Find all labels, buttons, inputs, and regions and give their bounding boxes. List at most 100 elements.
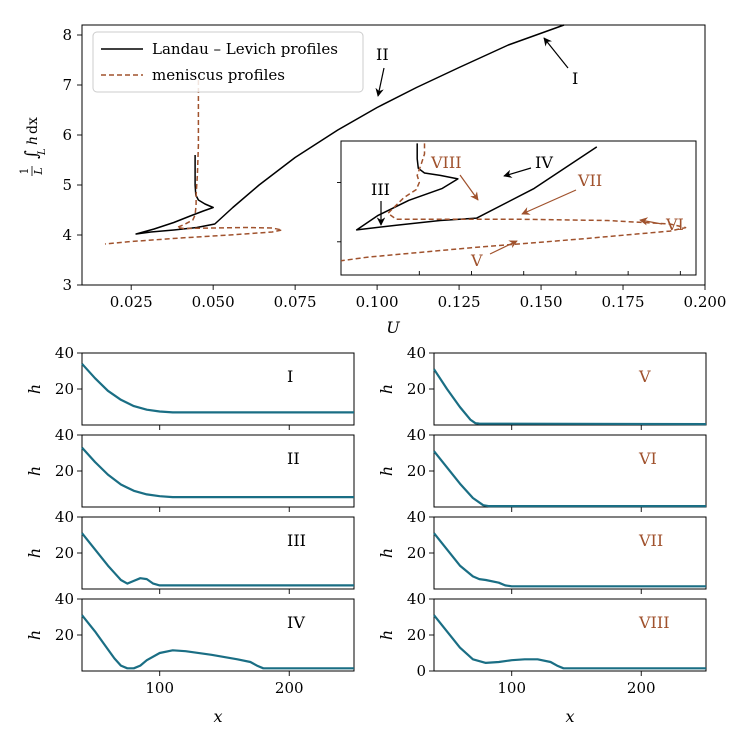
legend-label-meniscus: meniscus profiles — [152, 66, 285, 84]
main-xtick-label: 0.100 — [356, 293, 399, 311]
main-xlabel: U — [386, 318, 400, 337]
main-axis-ticks: 0.025 0.050 0.075 0.100 0.125 0.150 0.175 0.200… — [62, 26, 726, 311]
legend-label-landau-levich: Landau – Levich profiles — [152, 40, 338, 58]
profile-label: VIII — [638, 613, 670, 632]
main-xtick-label: 0.025 — [110, 293, 153, 311]
profile-ylabel: h — [25, 548, 44, 558]
profile-panel-frame — [81, 352, 355, 426]
annotation-III-label: III — [371, 180, 390, 199]
profile-xtick-label: 200 — [275, 679, 304, 697]
ylabel-h: h — [25, 136, 41, 145]
main-ytick-label: 6 — [62, 126, 72, 144]
profile-ytick-label: 20 — [55, 544, 74, 562]
profile-curve — [81, 532, 354, 587]
profile-ylabel: h — [25, 384, 44, 394]
inset-meniscus-curve — [340, 143, 687, 262]
profile-ytick-label: 20 — [407, 626, 426, 644]
profile-ytick-label: 40 — [55, 426, 74, 444]
profile-panel-I: 20 40 h I — [25, 344, 355, 430]
profile-label: I — [287, 367, 293, 386]
main-xtick-label: 0.175 — [602, 293, 645, 311]
annotation-VII-label: VII — [577, 171, 602, 190]
annotation-VII-arrow — [521, 189, 577, 215]
profile-ytick-label: 20 — [55, 380, 74, 398]
profile-ytick-label: 20 — [407, 544, 426, 562]
inset-frame — [340, 140, 697, 276]
profile-label: II — [287, 449, 300, 468]
profile-ytick-label: 20 — [407, 380, 426, 398]
ylabel-dx: dx — [25, 117, 41, 134]
main-ytick-label: 3 — [62, 276, 72, 294]
profile-xtick-label: 100 — [145, 679, 174, 697]
profile-panel-III: 20 40 h III — [25, 508, 355, 594]
annotation-V-arrow — [489, 240, 518, 255]
main-ytick-label: 5 — [62, 176, 72, 194]
profile-ytick-label: 40 — [55, 344, 74, 362]
profile-panel-frame — [433, 434, 707, 508]
profile-ytick-label: 20 — [407, 462, 426, 480]
main-ytick-label: 8 — [62, 26, 72, 44]
main-ytick-label: 7 — [62, 76, 72, 94]
profile-ytick-label: 40 — [407, 426, 426, 444]
annotation-VI-arrow — [639, 217, 663, 226]
ylabel-subscript: L — [37, 148, 48, 156]
ylabel-numerator: 1 — [18, 168, 31, 175]
profile-ylabel: h — [377, 548, 396, 558]
profile-ylabel: h — [25, 630, 44, 640]
main-xtick-label: 0.050 — [192, 293, 235, 311]
profile-panel-frame — [81, 598, 355, 672]
profile-curve — [81, 614, 354, 670]
annotation-II-arrow — [375, 67, 385, 97]
landau-levich-curve — [135, 24, 565, 235]
main-xtick-label: 0.200 — [684, 293, 727, 311]
profile-ylabel: h — [377, 384, 396, 394]
profile-ytick-label: 0 — [416, 662, 426, 680]
main-series — [104, 24, 565, 245]
annotation-II-label: II — [376, 45, 389, 64]
profile-panel-V: 20 40 h V — [377, 344, 707, 430]
annotation-VIII-label: VIII — [430, 153, 462, 172]
profile-curve — [433, 368, 707, 426]
annotation-I-arrow — [543, 37, 569, 69]
main-xtick-label: 0.075 — [274, 293, 317, 311]
inset-series — [340, 143, 687, 262]
profile-ylabel: h — [377, 466, 396, 476]
ylabel-denominator: L — [32, 167, 45, 175]
annotation-IV-label: IV — [535, 153, 553, 172]
profile-ytick-label: 40 — [407, 508, 426, 526]
profile-ytick-label: 20 — [55, 626, 74, 644]
profile-curve — [433, 450, 706, 508]
main-xtick-label: 0.150 — [520, 293, 563, 311]
profile-label: IV — [287, 613, 305, 632]
main-xtick-label: 0.125 — [438, 293, 481, 311]
inset-ticks — [337, 182, 681, 275]
profile-panel-IV: 100 200 20 40 h IV — [25, 590, 355, 697]
ylabel-integral: ∫ — [22, 150, 42, 159]
profile-curve — [81, 363, 354, 414]
profile-panel-VII: 20 40 h VII — [377, 508, 707, 594]
main-plot: 0.025 0.050 0.075 0.100 0.125 0.150 0.175 0.200… — [18, 24, 726, 337]
profile-panel-II: 20 40 h II — [25, 426, 355, 512]
main-plot-frame — [81, 24, 706, 286]
annotation-VI-label: VI — [665, 215, 684, 234]
profile-panel-VIII: 100 200 0 20 40 h VIII — [377, 590, 707, 697]
profile-xtick-label: 100 — [497, 679, 526, 697]
legend: Landau – Levich profiles meniscus profil… — [92, 31, 364, 93]
profile-ytick-label: 40 — [55, 590, 74, 608]
inset-plot: III IV VIII VII VI V — [337, 140, 697, 276]
profile-panel-frame — [81, 516, 355, 590]
profiles-left-xlabel: x — [213, 707, 222, 726]
profile-xtick-label: 200 — [627, 679, 656, 697]
profile-curve — [81, 446, 354, 499]
profile-ylabel: h — [25, 466, 44, 476]
profile-ytick-label: 40 — [55, 508, 74, 526]
profile-label: III — [287, 531, 306, 550]
profile-curve — [433, 614, 706, 670]
legend-box — [92, 31, 364, 93]
meniscus-curve — [104, 80, 283, 245]
annotation-V-label: V — [470, 251, 483, 270]
main-ylabel: 1 L ∫ L h dx — [18, 117, 48, 176]
profile-ytick-label: 40 — [407, 590, 426, 608]
